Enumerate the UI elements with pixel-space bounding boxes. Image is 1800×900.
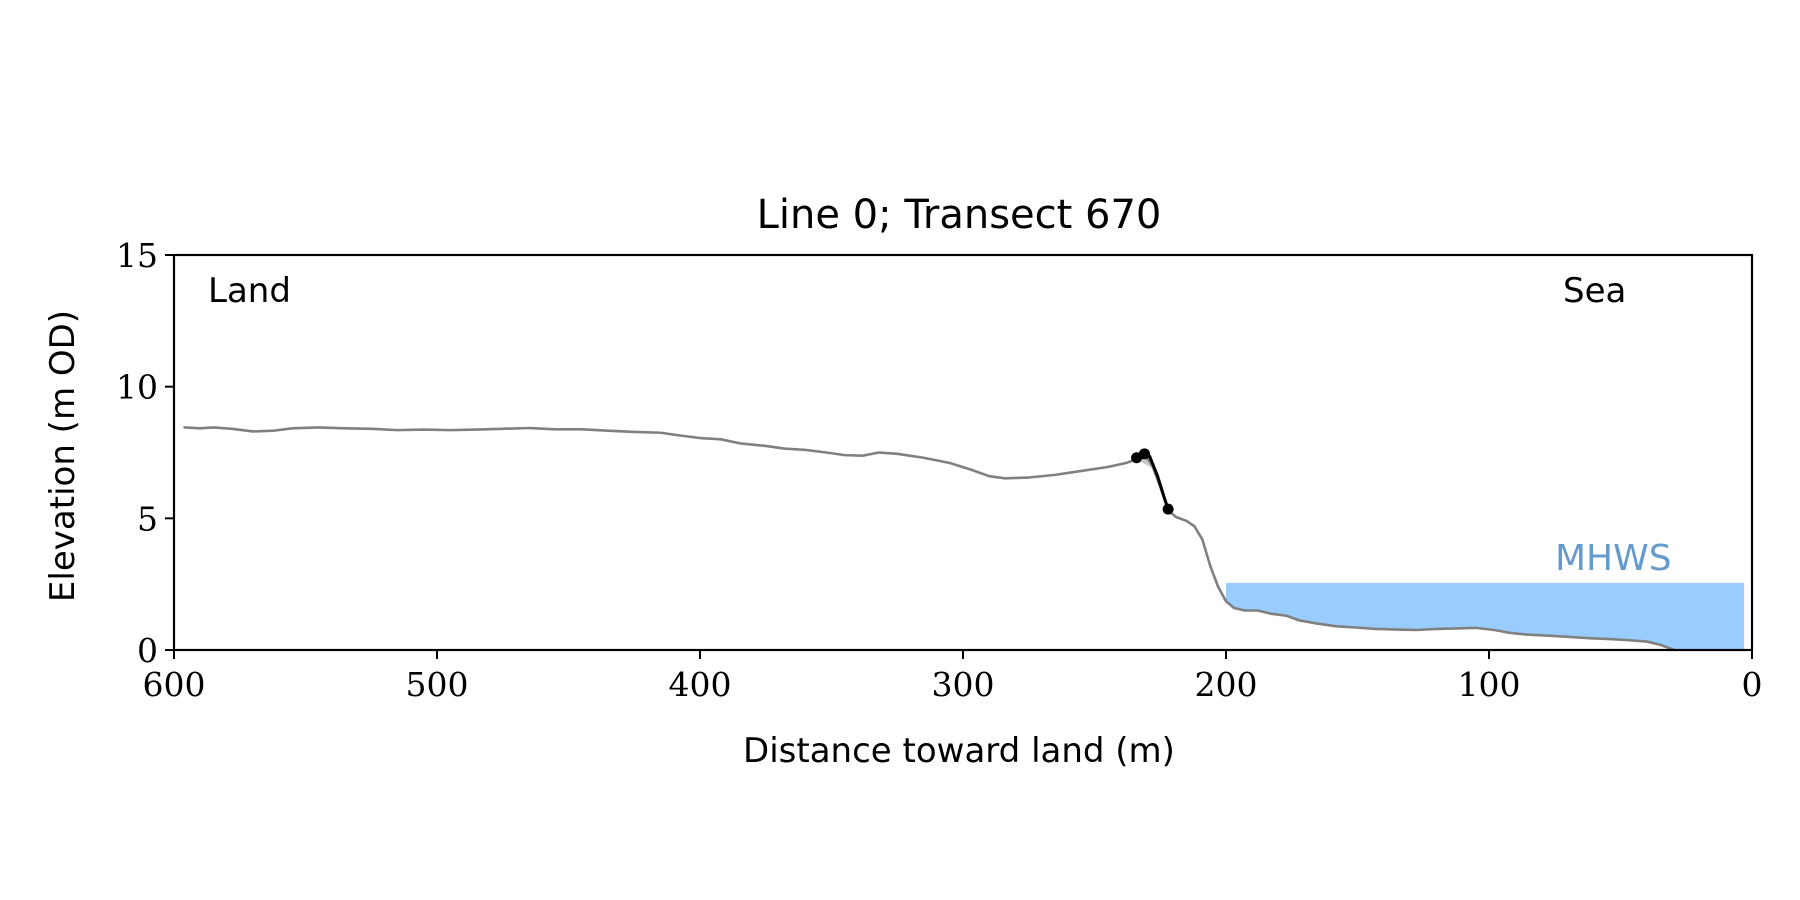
y-axis-label: Elevation (m OD) xyxy=(43,310,83,602)
y-tick-label: 10 xyxy=(116,368,158,407)
mhws-label: MHWS xyxy=(1555,538,1672,579)
x-tick-label: 400 xyxy=(669,665,732,704)
profile-line xyxy=(183,426,1675,651)
x-tick-label: 200 xyxy=(1195,665,1258,704)
plot-area xyxy=(183,426,1745,651)
x-tick-label: 0 xyxy=(1742,665,1763,704)
y-tick-label: 0 xyxy=(137,631,158,670)
x-axis-label: Distance toward land (m) xyxy=(743,731,1175,771)
axis-ticks: 600 500 400 300 200 100 0 0 5 10 15 xyxy=(116,236,1763,704)
x-tick-label: 500 xyxy=(406,665,469,704)
point-marker-1 xyxy=(1138,448,1150,460)
land-annotation: Land xyxy=(208,271,291,311)
y-tick-label: 15 xyxy=(116,236,158,275)
x-tick-label: 300 xyxy=(932,665,995,704)
mhws-water-area xyxy=(1226,582,1745,650)
x-tick-label: 600 xyxy=(143,665,206,704)
x-tick-label: 100 xyxy=(1458,665,1521,704)
y-tick-label: 5 xyxy=(137,499,158,538)
sea-annotation: Sea xyxy=(1563,271,1626,311)
point-marker-2 xyxy=(1162,503,1174,515)
chart-title: Line 0; Transect 670 xyxy=(757,192,1162,238)
